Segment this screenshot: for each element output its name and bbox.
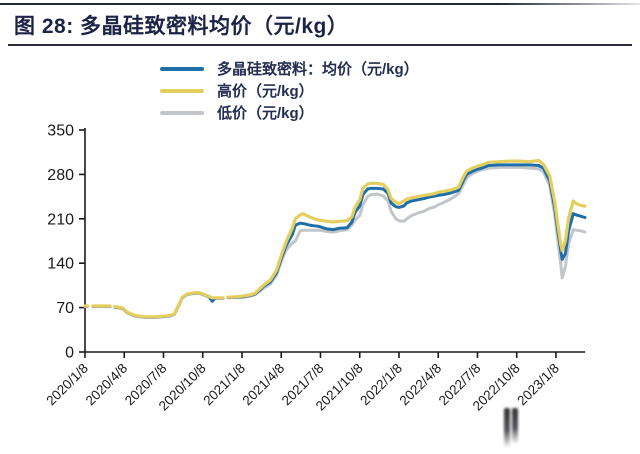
x-tick-label: 2022/1/8 [357,361,405,409]
series-line-high [113,291,225,319]
x-tick-label: 2022/4/8 [397,361,445,409]
legend-swatch-avg [160,66,204,71]
y-tick-label: 210 [47,211,74,228]
x-tick-label: 2020/4/8 [83,361,131,409]
watermark-bar [504,408,510,448]
y-tick-label: 280 [47,167,74,184]
x-tick-label: 2023/1/8 [514,361,562,409]
chart-legend: 多晶硅致密料：均价（元/kg） 高价（元/kg） 低价（元/kg） [160,58,419,123]
x-tick-label: 2021/4/8 [240,361,288,409]
legend-label: 多晶硅致密料：均价（元/kg） [217,61,419,78]
legend-swatch-high [160,88,204,93]
series-line-low [226,165,587,300]
y-tick-label: 350 [47,123,74,140]
x-tick-label: 2021/1/8 [200,361,248,409]
legend-item-low: 低价（元/kg） [160,102,419,123]
series-line-avg [226,163,587,299]
series-line-high [226,158,587,299]
watermark-smudge [502,408,522,450]
legend-swatch-low [160,110,204,115]
title-underline [8,44,632,46]
y-tick-label: 0 [65,345,74,362]
x-tick-label: 2020/1/8 [43,361,91,409]
legend-item-avg: 多晶硅致密料：均价（元/kg） [160,58,419,79]
legend-label: 低价（元/kg） [217,105,314,122]
y-tick-label: 140 [47,256,74,273]
legend-label: 高价（元/kg） [217,83,314,100]
top-border-line [0,3,640,5]
watermark-bar [512,408,518,444]
figure-title: 图 28: 多晶硅致密料均价（元/kg） [14,15,349,38]
legend-item-high: 高价（元/kg） [160,80,419,101]
y-tick-label: 70 [56,300,74,317]
